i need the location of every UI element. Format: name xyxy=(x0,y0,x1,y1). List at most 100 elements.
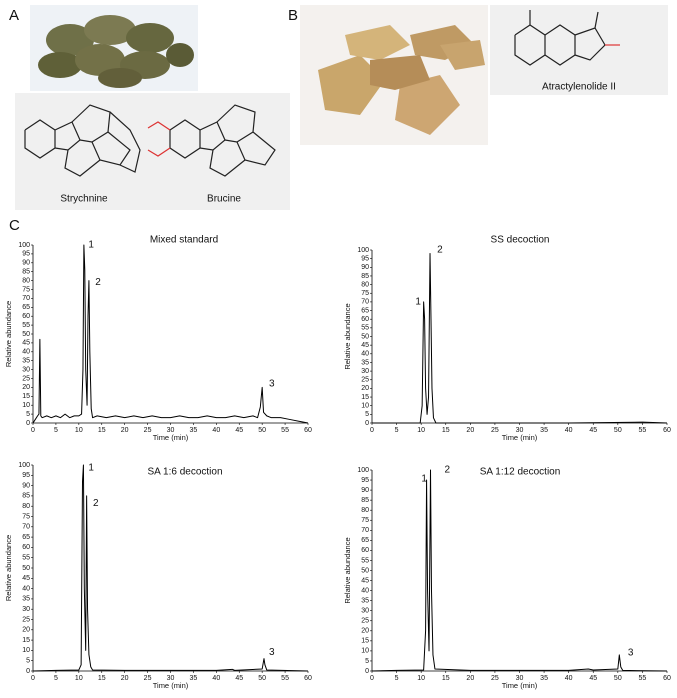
x-tick-label: 45 xyxy=(235,427,243,434)
x-tick-label: 40 xyxy=(212,675,220,682)
x-tick-label: 35 xyxy=(190,427,198,434)
y-tick-label: 25 xyxy=(361,377,369,384)
y-tick-label: 15 xyxy=(361,394,369,401)
rhizome-photo xyxy=(300,5,488,145)
y-tick-label: 45 xyxy=(361,342,369,349)
y-tick-label: 0 xyxy=(365,420,369,427)
x-axis-label: Time (min) xyxy=(502,433,538,442)
x-tick-label: 20 xyxy=(121,675,129,682)
y-tick-label: 50 xyxy=(22,331,30,338)
y-tick-label: 85 xyxy=(361,273,369,280)
chromatogram-line xyxy=(32,244,309,424)
y-tick-label: 45 xyxy=(361,577,369,584)
y-tick-label: 75 xyxy=(361,290,369,297)
y-tick-label: 90 xyxy=(361,264,369,271)
y-tick-label: 55 xyxy=(361,557,369,564)
x-tick-label: 40 xyxy=(565,675,573,682)
peak-label: 2 xyxy=(93,498,99,509)
y-tick-label: 90 xyxy=(22,482,30,489)
peak-label: 3 xyxy=(269,378,275,389)
y-tick-label: 70 xyxy=(361,527,369,534)
x-tick-label: 30 xyxy=(167,675,175,682)
y-tick-label: 75 xyxy=(22,286,30,293)
y-tick-label: 40 xyxy=(361,587,369,594)
y-tick-label: 15 xyxy=(22,637,30,644)
y-tick-label: 65 xyxy=(22,534,30,541)
x-tick-label: 55 xyxy=(639,675,647,682)
y-tick-label: 45 xyxy=(22,340,30,347)
x-tick-label: 55 xyxy=(639,427,647,434)
y-tick-label: 60 xyxy=(22,544,30,551)
y-tick-label: 85 xyxy=(22,493,30,500)
compound-name: Brucine xyxy=(207,194,241,205)
y-tick-label: 5 xyxy=(365,658,369,665)
y-tick-label: 5 xyxy=(365,411,369,418)
y-tick-label: 60 xyxy=(22,313,30,320)
y-tick-label: 25 xyxy=(361,618,369,625)
y-tick-label: 50 xyxy=(361,567,369,574)
peak-label: 2 xyxy=(95,277,101,288)
panel-label: C xyxy=(9,217,20,234)
y-tick-label: 85 xyxy=(22,269,30,276)
x-tick-label: 50 xyxy=(258,675,266,682)
structure-box xyxy=(15,93,290,210)
y-tick-label: 30 xyxy=(361,368,369,375)
chromatogram-line xyxy=(372,252,668,424)
y-tick-label: 65 xyxy=(22,304,30,311)
y-tick-label: 50 xyxy=(361,333,369,340)
x-tick-label: 40 xyxy=(565,427,573,434)
strychnine-structure xyxy=(24,104,141,177)
y-tick-label: 5 xyxy=(26,411,30,418)
x-tick-label: 50 xyxy=(614,427,622,434)
x-tick-label: 30 xyxy=(167,427,175,434)
x-tick-label: 50 xyxy=(614,675,622,682)
y-tick-label: 0 xyxy=(365,668,369,675)
peak-label: 1 xyxy=(88,240,94,251)
chart-title: SS decoction xyxy=(491,235,550,246)
x-tick-label: 15 xyxy=(98,427,106,434)
x-tick-label: 5 xyxy=(395,675,399,682)
x-tick-label: 25 xyxy=(491,675,499,682)
x-tick-label: 25 xyxy=(144,427,152,434)
peak-label: 2 xyxy=(444,465,450,476)
x-tick-label: 15 xyxy=(442,675,450,682)
y-tick-label: 80 xyxy=(22,503,30,510)
y-tick-label: 0 xyxy=(26,420,30,427)
chart-title: SA 1:6 decoction xyxy=(147,467,222,478)
y-tick-label: 20 xyxy=(361,385,369,392)
y-tick-label: 55 xyxy=(22,322,30,329)
x-tick-label: 30 xyxy=(516,427,524,434)
x-tick-label: 10 xyxy=(75,427,83,434)
peak-label: 3 xyxy=(269,647,275,658)
y-tick-label: 95 xyxy=(361,477,369,484)
x-tick-label: 0 xyxy=(31,427,35,434)
x-tick-label: 15 xyxy=(442,427,450,434)
y-tick-label: 15 xyxy=(22,393,30,400)
x-axis-label: Time (min) xyxy=(153,433,189,442)
compound-name: Atractylenolide II xyxy=(542,82,616,93)
y-axis-label: Relative abundance xyxy=(343,303,352,369)
y-tick-label: 50 xyxy=(22,565,30,572)
peak-label: 2 xyxy=(437,245,443,256)
x-tick-label: 40 xyxy=(212,427,220,434)
y-tick-label: 75 xyxy=(22,513,30,520)
x-tick-label: 25 xyxy=(144,675,152,682)
y-tick-label: 70 xyxy=(22,524,30,531)
x-tick-label: 25 xyxy=(491,427,499,434)
x-tick-label: 60 xyxy=(304,427,312,434)
y-tick-label: 75 xyxy=(361,517,369,524)
x-tick-label: 60 xyxy=(304,675,312,682)
x-tick-label: 45 xyxy=(589,675,597,682)
atractylenolide-structure xyxy=(514,10,620,66)
panel-label: B xyxy=(288,7,298,24)
y-tick-label: 95 xyxy=(22,251,30,258)
x-tick-label: 10 xyxy=(417,675,425,682)
x-tick-label: 45 xyxy=(235,675,243,682)
peak-label: 1 xyxy=(415,297,421,308)
y-tick-label: 20 xyxy=(22,627,30,634)
x-tick-label: 5 xyxy=(54,427,58,434)
x-tick-label: 20 xyxy=(466,675,474,682)
y-tick-label: 100 xyxy=(357,467,369,474)
y-tick-label: 65 xyxy=(361,537,369,544)
